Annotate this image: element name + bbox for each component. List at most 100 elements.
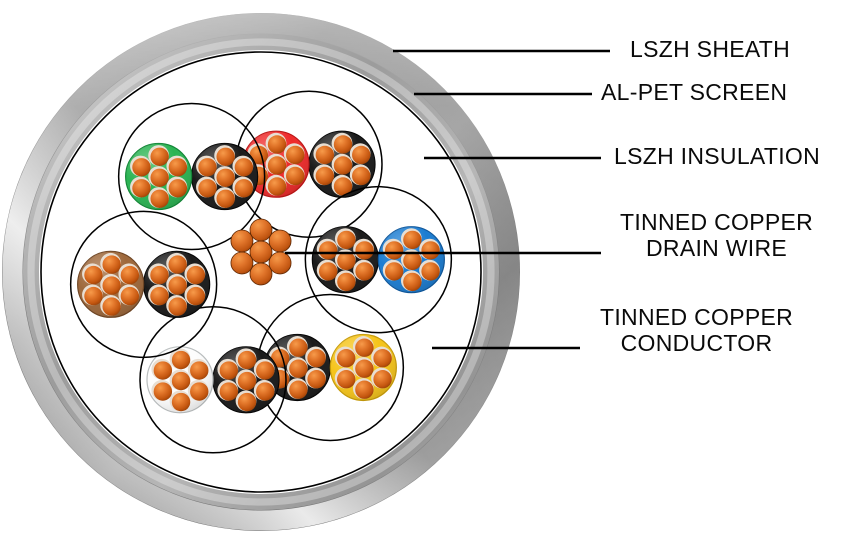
red-black-pair (235, 90, 383, 238)
tinned-copper-drain-wire-strand-6 (268, 251, 292, 275)
brown-black-pair-brown-wire-strand-4 (102, 255, 121, 274)
tinned-copper-drain-wire-strand-4 (249, 218, 273, 242)
blue-black-pair-blue-wire-strand-0 (403, 251, 422, 271)
green-black-pair-black-wire-strand-6 (234, 179, 254, 198)
red-black-pair-red-wire-strand-3 (249, 145, 269, 165)
green-black-pair-green-wire-strand-4 (150, 147, 169, 166)
blue-black-pair-blue-wire-strand-2 (384, 262, 404, 281)
red-black-pair-black-wire (308, 130, 376, 198)
white-black-pair-white-wire-strand-2 (153, 382, 173, 401)
yellow-black-pair-yellow-wire-strand-5 (373, 349, 392, 368)
yellow-black-pair-yellow-wire-strand-1 (355, 380, 374, 399)
green-black-pair-black-wire-strand-5 (234, 158, 254, 177)
brown-black-pair-brown-wire-strand-1 (102, 297, 121, 316)
yellow-black-pair-yellow-wire (329, 333, 397, 402)
brown-black-pair-black-wire-strand-0 (168, 276, 187, 295)
white-black-pair-black-wire-strand-2 (219, 382, 239, 401)
callout-label-al-pet-screen-line-1: AL-PET SCREEN (601, 79, 788, 105)
brown-black-pair-binder (69, 210, 218, 359)
white-black-pair-white-wire-strand-4 (171, 350, 191, 370)
callout-leader-lines (285, 49, 610, 350)
blue-black-pair (304, 185, 453, 334)
white-black-pair-black-wire (212, 346, 280, 414)
brown-black-pair-brown-wire (77, 250, 145, 318)
yellow-black-pair-black-wire-strand-6 (307, 370, 326, 389)
brown-black-pair-black-wire-strand-2 (150, 286, 169, 306)
callout-label-tinned-copper-drain-wire-line-1: TINNED COPPER (620, 209, 814, 235)
yellow-black-pair-black-wire-strand-5 (307, 349, 326, 368)
white-black-pair-white-wire (146, 346, 214, 414)
white-black-pair-black-wire-strand-3 (219, 361, 239, 380)
blue-black-pair-blue-wire-strand-3 (384, 241, 404, 260)
green-black-pair-green-wire-strand-0 (150, 168, 169, 187)
yellow-black-pair-black-wire-strand-1 (289, 380, 308, 399)
green-black-pair-black-wire-strand-2 (198, 179, 217, 198)
callout-label-tinned-copper-drain-wire-line-2: DRAIN WIRE (646, 235, 788, 262)
blue-black-pair-blue-wire-strand-6 (421, 262, 440, 281)
yellow-black-pair-yellow-wire-strand-0 (355, 359, 374, 378)
blue-black-pair-black-wire-strand-5 (355, 241, 374, 260)
white-black-pair-white-wire-strand-5 (190, 361, 209, 380)
green-black-pair-black-wire (191, 142, 259, 211)
brown-black-pair-brown-wire-strand-2 (84, 286, 103, 306)
yellow-black-pair-black-wire-strand-3 (271, 349, 290, 368)
yellow-black-pair-black-wire-strand-0 (289, 359, 308, 378)
blue-black-pair-black-wire-strand-6 (355, 262, 374, 281)
tinned-copper-drain-wire-strand-5 (268, 229, 292, 253)
green-black-pair-binder (117, 102, 266, 251)
red-black-pair-black-wire-strand-6 (352, 166, 371, 186)
green-black-pair-black-wire-strand-0 (216, 168, 235, 187)
red-black-pair-black-wire-strand-3 (315, 145, 335, 165)
red-black-pair-red-wire-strand-6 (286, 166, 305, 186)
red-black-pair-red-wire-strand-0 (267, 156, 287, 175)
yellow-black-pair-black-wire-strand-4 (289, 338, 308, 357)
yellow-black-pair-yellow-wire-strand-4 (355, 338, 374, 357)
blue-black-pair-black-wire-strand-0 (337, 251, 356, 271)
tinned-copper-drain-wire-strand-0 (249, 240, 273, 264)
tinned-copper-drain-wire-strand-2 (230, 251, 254, 275)
cable-body (2, 13, 520, 531)
red-black-pair-black-wire-strand-4 (333, 135, 353, 154)
white-black-pair-black-wire-strand-5 (256, 361, 275, 380)
red-black-pair-red-wire-strand-4 (267, 135, 287, 154)
green-black-pair (117, 102, 266, 251)
brown-black-pair-brown-wire-strand-3 (84, 265, 103, 285)
blue-black-pair-black-wire-strand-4 (337, 230, 356, 250)
green-black-pair-black-wire-strand-1 (216, 189, 235, 208)
callout-label-lszh-sheath: LSZH SHEATH (630, 36, 790, 63)
blue-black-pair-blue-wire-strand-5 (421, 241, 440, 260)
red-black-pair-red-wire (242, 130, 310, 198)
yellow-black-pair-yellow-wire-strand-2 (337, 370, 356, 389)
brown-black-pair-black-wire-strand-1 (168, 297, 187, 316)
al-pet-screen-highlight (27, 38, 495, 506)
green-black-pair-green-wire-strand-5 (168, 158, 188, 177)
brown-black-pair-black-wire (143, 250, 211, 318)
tinned-copper-drain-wire-strand-3 (230, 229, 254, 253)
blue-black-pair-blue-wire-strand-4 (403, 230, 422, 250)
white-black-pair (139, 306, 287, 454)
brown-black-pair-brown-wire-strand-0 (102, 276, 121, 295)
tinned-copper-drain-wire-strand-1 (249, 262, 273, 286)
red-black-pair-black-wire-strand-5 (352, 145, 371, 165)
callout-label-tinned-copper-conductor-line-2: CONDUCTOR (620, 330, 773, 357)
white-black-pair-white-wire-strand-6 (190, 382, 209, 401)
white-black-pair-white-wire-strand-0 (171, 371, 191, 391)
green-black-pair-green-wire-strand-1 (150, 189, 169, 208)
brown-black-pair-black-wire-strand-5 (186, 265, 206, 285)
brown-black-pair-black-wire-strand-6 (186, 286, 206, 306)
blue-black-pair-black-wire-strand-2 (318, 262, 338, 281)
blue-black-pair-black-wire (311, 226, 379, 294)
red-black-pair-black-wire-strand-1 (333, 177, 353, 196)
tinned-copper-drain-wire (230, 218, 292, 286)
callout-label-tinned-copper-conductor-line-1: TINNED COPPER (600, 304, 794, 330)
red-black-pair-red-wire-strand-5 (286, 145, 305, 165)
white-black-pair-white-wire-strand-1 (171, 392, 191, 412)
white-black-pair-black-wire-strand-1 (237, 392, 257, 412)
yellow-black-pair-yellow-wire-strand-3 (337, 349, 356, 368)
green-black-pair-green-wire-strand-2 (132, 179, 151, 198)
green-black-pair-green-wire (125, 142, 193, 211)
brown-black-pair-brown-wire-strand-5 (120, 265, 140, 285)
green-black-pair-black-wire-strand-4 (216, 147, 235, 166)
